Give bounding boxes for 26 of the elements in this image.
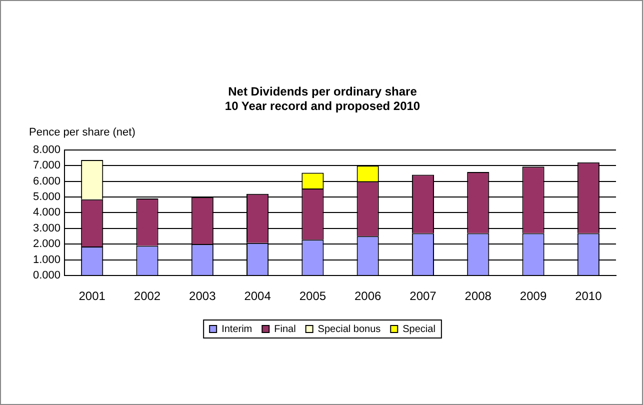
x-tick-label: 2010 [575,289,602,304]
x-tick-label: 2008 [464,289,492,304]
x-tick-label: 2005 [299,289,326,304]
x-tick-label: 2002 [134,289,161,304]
x-tick-label: 2006 [354,289,382,304]
y-tick-label: 5.000 [32,191,61,204]
text: 10 Year record and proposed 2010 [224,98,420,113]
x-tick-label: 2004 [244,289,272,304]
y-tick-label: 8.000 [32,144,61,156]
y-tick-label: 7.000 [32,160,61,172]
x-tick-label: 2007 [410,289,437,304]
y-tick-label: 2.000 [32,238,61,250]
y-tick-label: 1.000 [32,254,61,266]
y-tick-label: 0.000 [32,270,61,282]
legend-label: Special [402,324,436,335]
x-tick-label: 2009 [520,289,547,304]
legend-label: Interim [222,324,252,335]
x-tick-label: 2003 [189,289,216,304]
x-tick-label: 2001 [78,289,106,304]
y-tick-label: 6.000 [32,175,61,188]
y-tick-label: 4.000 [32,206,61,219]
text: Net Dividends per ordinary share [228,84,417,99]
y-axis-title: Pence per share (net) [29,126,136,138]
legend-label: Final [274,324,296,335]
legend-label: Special bonus [318,324,381,335]
y-tick-label: 3.000 [32,222,61,234]
